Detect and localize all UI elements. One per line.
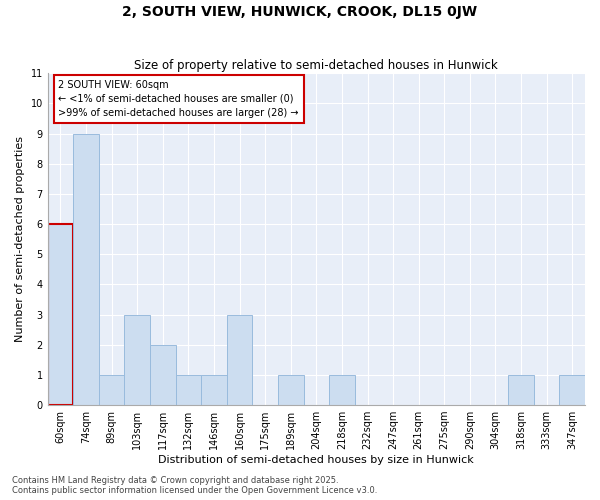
Title: Size of property relative to semi-detached houses in Hunwick: Size of property relative to semi-detach… bbox=[134, 59, 498, 72]
Bar bbox=[227, 314, 253, 405]
Bar bbox=[176, 375, 201, 405]
Bar bbox=[47, 224, 73, 405]
Bar bbox=[329, 375, 355, 405]
Y-axis label: Number of semi-detached properties: Number of semi-detached properties bbox=[15, 136, 25, 342]
Text: 2, SOUTH VIEW, HUNWICK, CROOK, DL15 0JW: 2, SOUTH VIEW, HUNWICK, CROOK, DL15 0JW bbox=[122, 5, 478, 19]
Bar bbox=[278, 375, 304, 405]
X-axis label: Distribution of semi-detached houses by size in Hunwick: Distribution of semi-detached houses by … bbox=[158, 455, 474, 465]
Bar bbox=[201, 375, 227, 405]
Bar bbox=[99, 375, 124, 405]
Bar bbox=[150, 344, 176, 405]
Bar bbox=[559, 375, 585, 405]
Text: Contains HM Land Registry data © Crown copyright and database right 2025.
Contai: Contains HM Land Registry data © Crown c… bbox=[12, 476, 377, 495]
Bar bbox=[124, 314, 150, 405]
Bar bbox=[73, 134, 99, 405]
Bar bbox=[508, 375, 534, 405]
Text: 2 SOUTH VIEW: 60sqm
← <1% of semi-detached houses are smaller (0)
>99% of semi-d: 2 SOUTH VIEW: 60sqm ← <1% of semi-detach… bbox=[58, 80, 299, 118]
